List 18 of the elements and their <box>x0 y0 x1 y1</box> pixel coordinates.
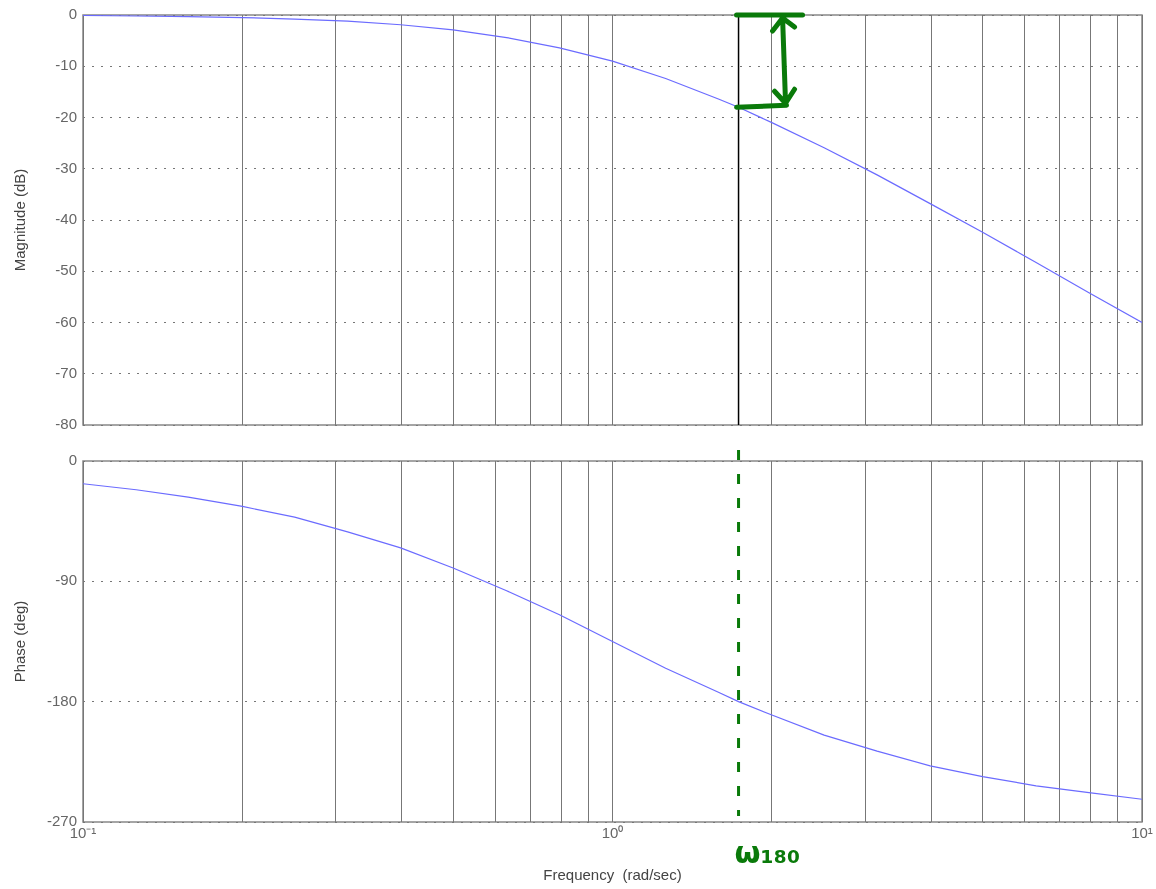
y-tick-label: -30 <box>55 158 77 176</box>
y-axis-title: Phase (deg) <box>11 600 29 683</box>
y-tick-label: 0 <box>68 5 77 23</box>
x-tick-label: 10¹ <box>1131 824 1153 842</box>
y-tick-label: -60 <box>55 312 77 330</box>
y-tick-label: -10 <box>55 56 77 74</box>
y-tick-label: -20 <box>55 107 77 125</box>
y-tick-label: -80 <box>55 415 77 433</box>
ref-line-label: ω₁₈₀ <box>734 834 801 870</box>
y-tick-label: 0 <box>68 451 77 469</box>
y-axis-title: Magnitude (dB) <box>11 168 29 272</box>
x-tick-label: 10⁰ <box>601 824 624 842</box>
y-tick-label: -50 <box>55 261 77 279</box>
y-tick-label: -40 <box>55 210 77 228</box>
x-axis-title: Frequency (rad/sec) <box>543 866 682 884</box>
y-tick-label: -70 <box>55 363 77 381</box>
y-tick-label: -180 <box>46 691 77 709</box>
y-tick-label: -90 <box>55 571 77 589</box>
